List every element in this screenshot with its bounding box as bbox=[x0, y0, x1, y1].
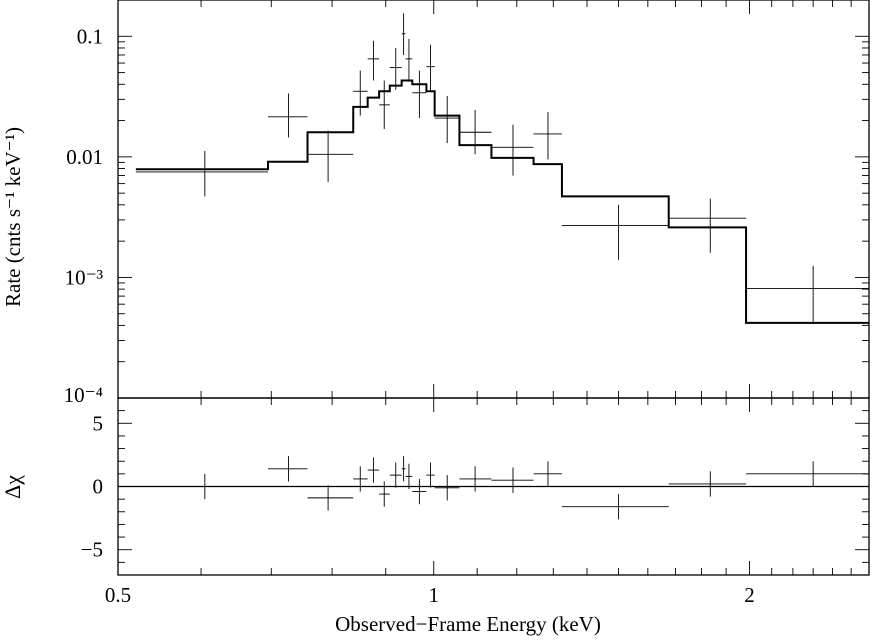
y-tick-label: 10⁻³ bbox=[65, 265, 103, 289]
residual-point bbox=[389, 462, 402, 488]
data-point bbox=[434, 95, 460, 144]
residual-point bbox=[367, 457, 380, 483]
residual-point bbox=[268, 456, 308, 482]
top-panel-ticks bbox=[117, 0, 870, 399]
data-point bbox=[746, 265, 869, 325]
residual-point bbox=[401, 456, 406, 482]
data-point bbox=[459, 109, 492, 155]
top-panel-frame bbox=[117, 0, 870, 399]
y-tick-label: 0 bbox=[93, 475, 104, 499]
residual-point bbox=[561, 494, 669, 520]
data-point bbox=[307, 130, 354, 182]
bottom-panel-ticks bbox=[117, 398, 870, 575]
tick-labels: 0.1 0.01 10⁻³ 10⁻⁴ 5 0 −50.5 1 2 bbox=[64, 24, 755, 607]
data-point bbox=[561, 204, 669, 260]
y-axis-label-rate: Rate (cnts s⁻¹ keV⁻¹) bbox=[1, 127, 25, 307]
residual-point bbox=[459, 466, 492, 492]
residual-point bbox=[379, 481, 390, 507]
y-tick-label: 0.1 bbox=[77, 24, 103, 48]
residual-point bbox=[434, 475, 460, 501]
residual-data-points bbox=[118, 456, 869, 520]
residual-point bbox=[307, 485, 354, 511]
residual-point bbox=[746, 461, 869, 487]
y-axis-label-delta-chi: Δχ bbox=[0, 475, 25, 499]
spectrum-data-points bbox=[135, 13, 869, 325]
y-tick-label: 0.01 bbox=[66, 145, 103, 169]
x-tick-label: 0.5 bbox=[105, 583, 131, 607]
data-point bbox=[367, 40, 380, 81]
data-point bbox=[353, 70, 368, 116]
data-point bbox=[401, 13, 406, 55]
data-point bbox=[668, 198, 747, 253]
y-tick-label: 5 bbox=[93, 411, 104, 435]
residual-point bbox=[426, 462, 435, 488]
data-point bbox=[268, 93, 308, 138]
residual-point bbox=[668, 471, 747, 497]
model-step-line bbox=[135, 79, 869, 324]
x-tick-label: 2 bbox=[744, 583, 755, 607]
data-point bbox=[405, 38, 413, 82]
y-tick-label: 10⁻⁴ bbox=[64, 383, 103, 407]
data-point bbox=[491, 124, 534, 176]
data-point bbox=[135, 150, 269, 197]
residual-point bbox=[135, 473, 269, 500]
data-point bbox=[412, 70, 427, 119]
data-point bbox=[426, 44, 435, 92]
data-point bbox=[379, 80, 390, 130]
residual-point bbox=[491, 467, 534, 493]
x-tick-label: 1 bbox=[428, 583, 439, 607]
residual-point bbox=[412, 478, 427, 505]
spectrum-model-curve bbox=[135, 79, 869, 324]
residual-point bbox=[353, 466, 368, 492]
data-point bbox=[389, 47, 402, 90]
x-axis-label: Observed−Frame Energy (keV) bbox=[335, 612, 601, 636]
y-tick-label: −5 bbox=[81, 538, 103, 562]
data-point bbox=[533, 112, 562, 160]
residual-point bbox=[533, 461, 562, 487]
residual-point bbox=[405, 463, 413, 490]
